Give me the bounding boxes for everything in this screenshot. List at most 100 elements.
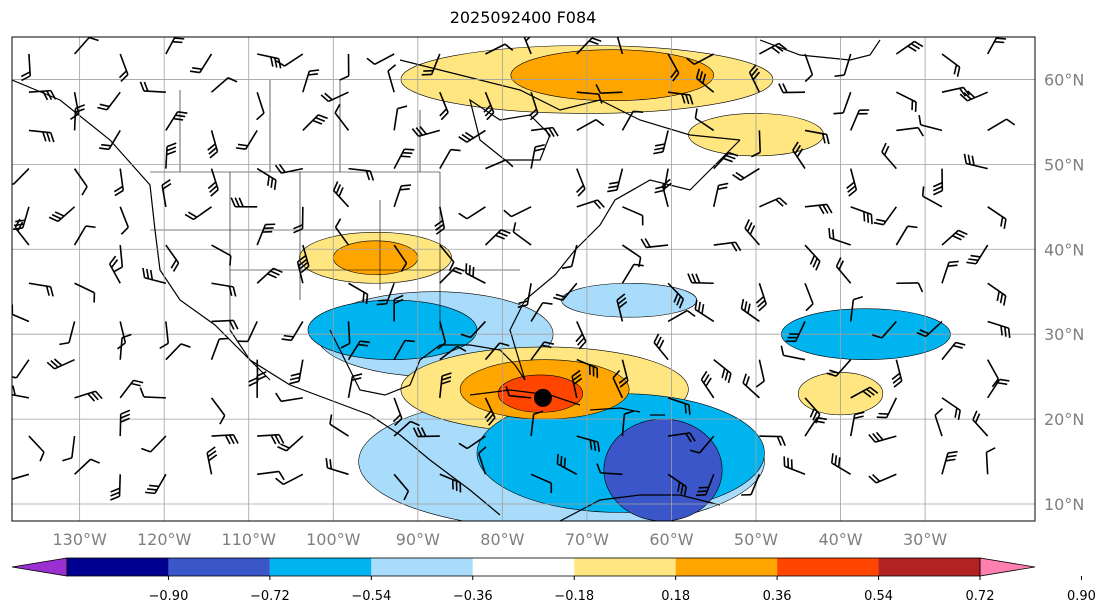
wind-barb [895,91,917,112]
wind-barb [713,151,739,170]
wind-barb [804,244,821,271]
storm-center-marker [533,388,552,407]
wind-barb [640,238,669,249]
wind-barb [873,206,897,226]
anomaly-region [561,282,698,318]
gridlines [12,37,1035,521]
wind-barb [741,473,761,496]
wind-barb [485,43,514,55]
latitude-tick-label: 30°N [1044,325,1084,344]
wind-barb [439,148,461,170]
wind-barb [505,386,532,399]
wind-barb [712,182,729,207]
wind-barb [826,359,852,377]
wind-barb [751,130,762,158]
wind-barb [12,359,30,379]
wind-barb [139,81,166,93]
wind-barb [932,168,944,196]
wind-barb [184,206,212,221]
wind-barb [615,37,624,55]
wind-barb [530,341,555,361]
wind-barb [293,206,304,234]
wind-barb [393,105,408,131]
wind-barb [281,321,304,342]
wind-barb [484,228,511,246]
wind-barb [687,273,714,285]
wind-barb [742,373,760,399]
wind-barb [621,410,634,437]
wind-barb [918,115,943,132]
wind-barb [211,282,237,297]
wind-barb [850,386,879,399]
wind-barb [289,359,304,385]
wind-barb [118,53,129,83]
latitude-tick-label: 60°N [1044,70,1084,89]
wind-barb [412,427,440,438]
wind-barb [189,53,213,74]
wind-barb [553,282,578,301]
wind-barb [896,282,924,293]
wind-barb [393,473,410,501]
wind-barb [97,91,121,111]
coastline [469,98,551,161]
latitude-tick-label: 50°N [1044,155,1084,174]
coastline [12,79,501,516]
wind-barb [758,42,787,55]
colorbar-tick-label: 0.90 [1067,589,1096,604]
wind-barb [210,397,226,425]
wind-barb [485,159,514,170]
wind-barb [484,342,510,361]
wind-barb [256,223,276,246]
wind-barb [972,410,989,437]
wind-barb [393,244,408,273]
wind-barb [340,321,351,349]
wind-barb [275,473,304,486]
wind-barb [366,53,395,66]
wind-barb [804,282,814,312]
wind-barb [211,433,239,445]
wind-barb [941,450,958,475]
wind-barb [575,168,586,197]
wind-barb [759,435,786,446]
longitude-tick-label: 130°W [52,530,107,549]
wind-barb [846,168,858,197]
wind-barb [576,91,603,104]
wind-barb [530,473,553,493]
wind-barb [165,142,177,169]
wind-barb [74,390,103,402]
wind-barb [667,91,694,105]
wind-barb [393,148,415,169]
longitude-tick-label: 60°W [649,530,693,549]
wind-barb [667,53,680,82]
wind-barb [73,168,88,196]
wind-barb [296,255,307,284]
wind-barb [695,68,715,93]
longitude-tick-label: 50°W [734,530,778,549]
wind-barb [392,397,403,426]
wind-barb [748,64,761,93]
wind-barb [667,397,691,415]
wind-barb [339,53,350,81]
wind-barb [12,473,30,482]
wind-barb [73,37,99,55]
wind-barb [530,143,545,169]
wind-barb [713,241,742,252]
colorbar-extend-high [979,557,1036,577]
wind-barb [512,222,532,246]
latitude-tick-label: 10°N [1044,495,1084,514]
wind-barb [616,293,628,322]
longitude-tick-label: 100°W [306,530,361,549]
wind-barb [393,184,412,208]
wind-barb [142,267,167,285]
wind-barb [347,373,363,399]
wind-barb [348,167,375,181]
colorbar-swatch [371,558,473,576]
colorbar-swatch [472,558,575,576]
wind-barb [783,456,806,476]
wind-barb [916,320,943,338]
wind-barb [686,53,715,66]
wind-barb [868,431,897,443]
wind-barb [329,414,349,437]
wind-barb [348,282,369,305]
wind-barb [531,126,559,138]
